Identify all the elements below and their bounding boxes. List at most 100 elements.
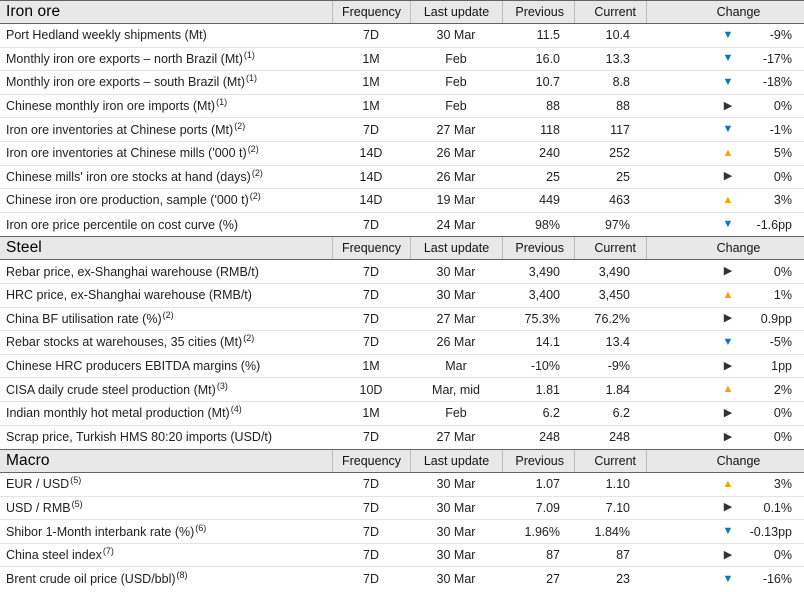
footnote-marker: (7) <box>102 546 114 557</box>
frequency-value: 1M <box>362 51 380 66</box>
up-arrow-icon: ▲ <box>722 477 734 490</box>
metric-label: Indian monthly hot metal production (Mt) <box>6 406 230 421</box>
last-update-value: 30 Mar <box>436 500 476 515</box>
column-header-frequency: Frequency <box>332 237 410 260</box>
footnote-marker: (2) <box>162 309 174 320</box>
change-cell: ▶ 0% <box>646 402 804 425</box>
last-update-value: 30 Mar <box>436 264 476 279</box>
table-row: USD / RMB (5) 7D 30 Mar 7.09 7.10 ▶ 0.1% <box>0 496 804 521</box>
change-cell: ▲ 1% <box>646 284 804 307</box>
frequency-value: 7D <box>363 264 379 279</box>
metric-label-cell: Iron ore inventories at Chinese ports (M… <box>0 118 332 141</box>
change-value: 0% <box>773 430 792 445</box>
section-header-row: Iron ore Frequency Last update Previous Curr… <box>0 0 804 24</box>
change-cell: ▲ 2% <box>646 378 804 401</box>
current-value: 97% <box>604 217 630 232</box>
change-value: 0.9pp <box>760 311 792 326</box>
last-update-value: 30 Mar <box>436 477 476 492</box>
current-value: 7.10 <box>605 500 630 515</box>
change-cell: ▼ -17% <box>646 48 804 71</box>
up-arrow-icon: ▲ <box>722 383 734 396</box>
table-row: China BF utilisation rate (%) (2) 7D 27 Mar… <box>0 307 804 332</box>
change-value: 0% <box>773 406 792 421</box>
current-value: 10.4 <box>605 28 630 43</box>
change-cell: ▼ -5% <box>646 331 804 354</box>
metric-label: Port Hedland weekly shipments (Mt) <box>6 28 207 43</box>
column-header-current: Current <box>574 450 646 473</box>
change-cell: ▲ 3% <box>646 189 804 212</box>
frequency-value: 7D <box>363 288 379 303</box>
change-value: -5% <box>769 335 792 350</box>
change-value: 1pp <box>771 359 792 374</box>
section-macro: Macro Frequency Last update Previous Current… <box>0 449 804 592</box>
previous-value: 11.5 <box>536 28 560 43</box>
table-row: Iron ore inventories at Chinese mills ('… <box>0 141 804 166</box>
footnote-marker: (6) <box>195 522 207 533</box>
metric-label: Monthly iron ore exports – south Brazil … <box>6 75 245 90</box>
footnote-marker: (2) <box>251 167 263 178</box>
change-value: 3% <box>773 193 792 208</box>
frequency-value: 7D <box>363 477 379 492</box>
metric-label-cell: China steel index (7) <box>0 544 332 567</box>
metric-label: Chinese mills' iron ore stocks at hand (… <box>6 169 251 184</box>
metric-label: Shibor 1-Month interbank rate (%) <box>6 524 195 539</box>
metric-label: Chinese monthly iron ore imports (Mt) <box>6 99 216 114</box>
last-update-value: Feb <box>445 406 467 421</box>
frequency-value: 7D <box>363 548 379 563</box>
last-update-value: Feb <box>445 99 467 114</box>
metric-label-cell: Monthly iron ore exports – north Brazil … <box>0 48 332 71</box>
frequency-value: 7D <box>363 311 379 326</box>
section-header-row: Steel Frequency Last update Previous Current… <box>0 236 804 261</box>
up-arrow-icon: ▲ <box>722 193 734 206</box>
right-arrow-icon: ▶ <box>723 406 733 419</box>
change-value: -0.13pp <box>749 524 792 539</box>
metric-label: China BF utilisation rate (%) <box>6 311 162 326</box>
current-value: 117 <box>610 122 630 137</box>
table-row: Iron ore inventories at Chinese ports (M… <box>0 118 804 142</box>
current-value: 25 <box>616 169 630 184</box>
last-update-value: 27 Mar <box>436 430 476 445</box>
footnote-marker: (3) <box>216 380 228 391</box>
change-cell: ▼ -18% <box>646 71 804 94</box>
metric-label-cell: EUR / USD (5) <box>0 473 332 496</box>
column-header-previous: Previous <box>502 237 574 260</box>
metric-label: Rebar stocks at warehouses, 35 cities (M… <box>6 335 243 350</box>
metric-label-cell: HRC price, ex-Shanghai warehouse (RMB/t) <box>0 284 332 307</box>
current-value: 252 <box>609 146 630 161</box>
up-arrow-icon: ▲ <box>722 146 734 159</box>
last-update-value: Mar <box>445 359 467 374</box>
metric-label: Scrap price, Turkish HMS 80:20 imports (… <box>6 430 273 445</box>
table-row: Port Hedland weekly shipments (Mt) 7D 30 M… <box>0 24 804 48</box>
metric-label-cell: USD / RMB (5) <box>0 497 332 520</box>
section-steel: Steel Frequency Last update Previous Current… <box>0 236 804 450</box>
current-value: -9% <box>607 359 630 374</box>
column-header-frequency: Frequency <box>332 1 410 23</box>
current-value: 3,490 <box>598 264 630 279</box>
last-update-value: Feb <box>445 51 467 66</box>
metric-label: Brent crude oil price (USD/bbl) <box>6 572 176 587</box>
footnote-marker: (1) <box>243 49 255 60</box>
column-header-previous: Previous <box>502 450 574 473</box>
previous-value: 16.0 <box>535 51 560 66</box>
frequency-value: 7D <box>363 335 379 350</box>
change-value: -1.6pp <box>756 217 792 232</box>
metric-label: CISA daily crude steel production (Mt) <box>6 382 216 397</box>
footnote-marker: (8) <box>176 570 188 581</box>
table-row: CISA daily crude steel production (Mt) (3… <box>0 378 804 402</box>
change-value: -1% <box>769 122 792 137</box>
change-cell: ▼ -16% <box>646 567 804 591</box>
right-arrow-icon: ▶ <box>723 99 733 112</box>
change-cell: ▶ 0% <box>646 260 804 283</box>
change-value: 2% <box>773 382 792 397</box>
footnote-marker: (4) <box>230 404 242 415</box>
previous-value: 75.3% <box>524 311 560 326</box>
table-row: Monthly iron ore exports – south Brazil … <box>0 71 804 95</box>
frequency-value: 1M <box>362 99 380 114</box>
change-cell: ▲ 3% <box>646 473 804 496</box>
down-arrow-icon: ▼ <box>722 572 734 585</box>
metric-label-cell: Shibor 1-Month interbank rate (%) (6) <box>0 520 332 543</box>
previous-value: 88 <box>546 99 560 114</box>
metric-label: USD / RMB <box>6 500 71 515</box>
change-value: -18% <box>762 75 792 90</box>
frequency-value: 7D <box>363 28 379 43</box>
